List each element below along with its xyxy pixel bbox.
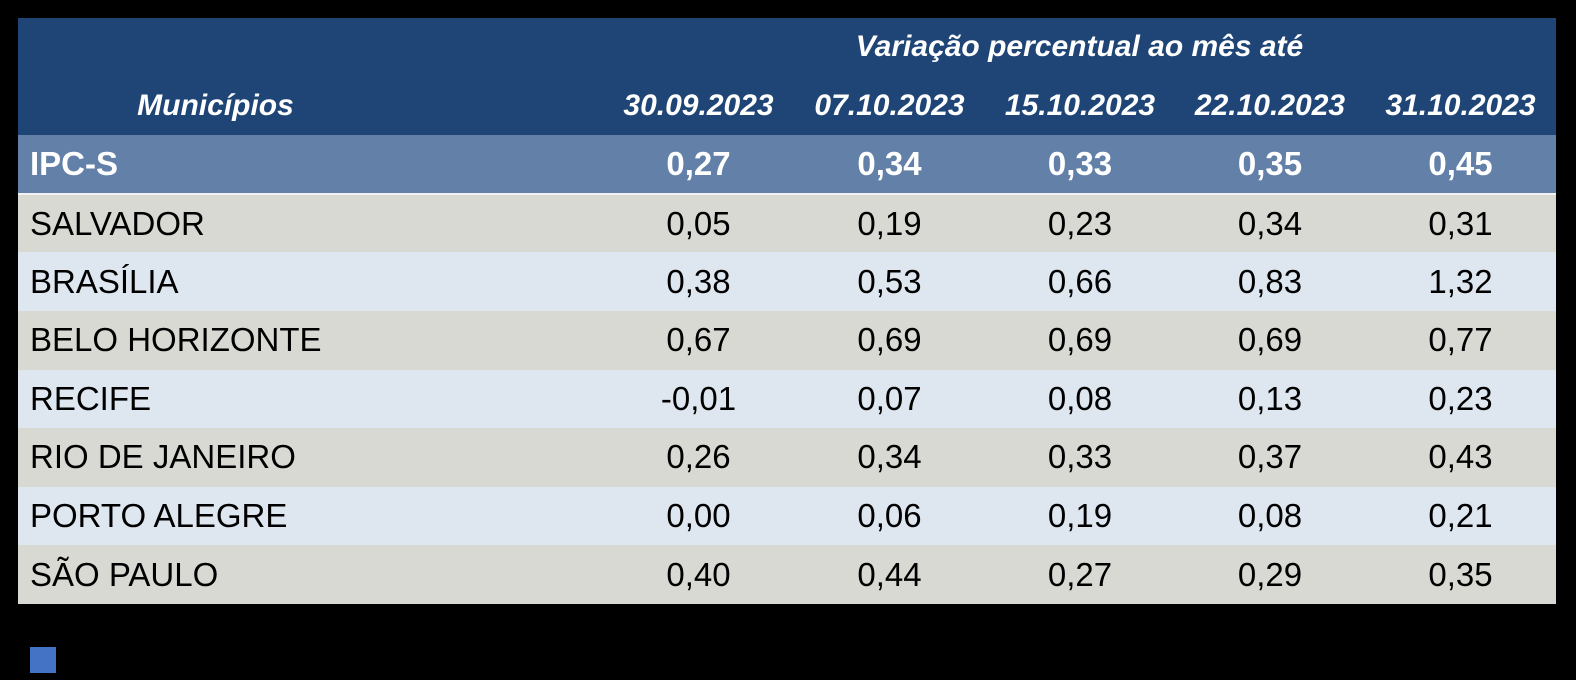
value-cell: 0,69 <box>1047 321 1113 359</box>
municipality-name: PORTO ALEGRE <box>30 497 288 535</box>
value-cell: 0,35 <box>1428 555 1493 593</box>
value-cell: 0,13 <box>1237 379 1303 417</box>
municipality-row: PORTO ALEGRE 0,00 0,06 0,19 0,08 0,21 <box>18 486 1557 546</box>
value-cell: 0,38 <box>666 262 731 300</box>
value-cell: 0,00 <box>666 497 731 535</box>
value-cell: 0,44 <box>857 555 922 593</box>
value-cell: 0,29 <box>1237 555 1303 593</box>
ipcs-summary-row: IPC-S 0,27 0,34 0,33 0,35 0,45 <box>18 135 1557 194</box>
value-cell: 0,77 <box>1428 321 1493 359</box>
value-cell: 0,35 <box>1237 144 1303 182</box>
municipality-row: SALVADOR 0,05 0,19 0,23 0,34 0,31 <box>18 193 1557 253</box>
municipality-name: SÃO PAULO <box>30 555 219 593</box>
value-cell: 0,19 <box>1047 497 1113 535</box>
title-row-spacer <box>18 18 603 77</box>
date-column-header: 31.10.2023 <box>1365 76 1557 136</box>
value-cell: -0,01 <box>660 379 737 417</box>
value-cell: 0,43 <box>1428 438 1493 476</box>
value-cell: 0,40 <box>666 555 731 593</box>
value-cell: 1,32 <box>1428 262 1493 300</box>
value-cell: 0,05 <box>666 204 731 242</box>
value-cell: 0,23 <box>1428 379 1493 417</box>
value-cell: 0,33 <box>1047 438 1113 476</box>
value-cell: 0,67 <box>666 321 731 359</box>
municipality-row: RIO DE JANEIRO 0,26 0,34 0,33 0,37 0,43 <box>18 428 1557 487</box>
value-cell: 0,33 <box>1047 144 1113 182</box>
date-column-header: 22.10.2023 <box>1175 76 1365 136</box>
blue-legend-square <box>30 647 56 673</box>
municipality-row: BELO HORIZONTE 0,67 0,69 0,69 0,69 0,77 <box>18 310 1557 370</box>
title-row: Variação percentual ao mês até <box>18 18 1557 77</box>
municipality-name: RECIFE <box>30 379 152 417</box>
value-cell: 0,06 <box>857 497 922 535</box>
value-cell: 0,69 <box>1237 321 1303 359</box>
value-cell: 0,07 <box>857 379 922 417</box>
value-cell: 0,45 <box>1428 144 1493 182</box>
value-cell: 0,34 <box>1237 204 1303 242</box>
value-cell: 0,83 <box>1237 262 1303 300</box>
municipality-row: BRASÍLIA 0,38 0,53 0,66 0,83 1,32 <box>18 252 1557 311</box>
value-cell: 0,19 <box>857 204 922 242</box>
value-cell: 0,34 <box>857 438 922 476</box>
municipality-name: BELO HORIZONTE <box>30 321 322 359</box>
date-column-header: 30.09.2023 <box>603 76 794 136</box>
value-cell: 0,27 <box>1047 555 1113 593</box>
municipality-name: RIO DE JANEIRO <box>30 438 296 476</box>
value-cell: 0,37 <box>1237 438 1303 476</box>
value-cell: 0,08 <box>1047 379 1113 417</box>
table-body: IPC-S 0,27 0,34 0,33 0,35 0,45 SALVADOR 0,05 0,1… <box>18 135 1557 604</box>
value-cell: 0,23 <box>1047 204 1113 242</box>
value-cell: 0,21 <box>1428 497 1493 535</box>
municipality-row: RECIFE -0,01 0,07 0,08 0,13 0,23 <box>18 369 1557 429</box>
value-cell: 0,08 <box>1237 497 1303 535</box>
municipios-column-header: Municípios <box>18 76 603 136</box>
value-cell: 0,66 <box>1047 262 1113 300</box>
table-header: Variação percentual ao mês até Município… <box>18 18 1557 136</box>
municipality-name: BRASÍLIA <box>30 262 179 300</box>
ipcs-label: IPC-S <box>30 144 119 182</box>
value-cell: 0,27 <box>666 144 731 182</box>
ipc-s-variation-table: Variação percentual ao mês até Município… <box>18 18 1557 604</box>
column-header-row: Municípios 30.09.2023 07.10.2023 15.10.2… <box>18 76 1557 136</box>
value-cell: 0,69 <box>857 321 922 359</box>
date-column-header: 07.10.2023 <box>794 76 985 136</box>
value-cell: 0,53 <box>857 262 922 300</box>
value-cell: 0,31 <box>1428 204 1493 242</box>
municipality-row: SÃO PAULO 0,40 0,44 0,27 0,29 0,35 <box>18 545 1557 604</box>
value-cell: 0,26 <box>666 438 731 476</box>
value-cell: 0,34 <box>857 144 922 182</box>
municipality-name: SALVADOR <box>30 204 205 242</box>
table-title: Variação percentual ao mês até <box>603 18 1557 77</box>
date-column-header: 15.10.2023 <box>985 76 1175 136</box>
